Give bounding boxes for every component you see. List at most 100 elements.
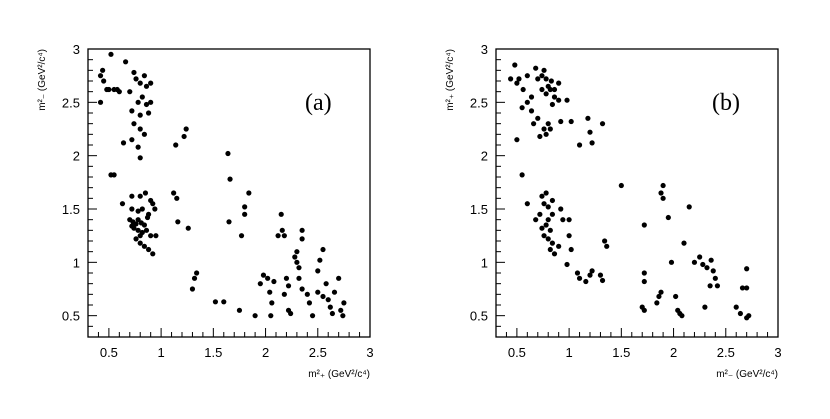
data-point	[323, 281, 329, 287]
data-point	[225, 150, 231, 157]
data-point	[142, 190, 149, 196]
data-point	[656, 293, 662, 300]
data-point	[707, 283, 713, 289]
data-point	[116, 89, 122, 95]
data-point	[576, 142, 583, 148]
data-point	[537, 211, 543, 217]
data-point	[602, 238, 608, 244]
data-point	[673, 293, 679, 300]
y-axis-label: m²₊ (GeV²/c⁴)	[445, 49, 456, 111]
data-point	[604, 243, 610, 249]
data-point	[543, 131, 549, 137]
data-point	[306, 300, 313, 306]
data-point	[576, 275, 583, 281]
data-point	[129, 137, 135, 143]
y-tick-label: 0.5	[470, 309, 488, 324]
data-point	[174, 195, 180, 201]
data-point	[535, 76, 541, 82]
data-point	[533, 217, 539, 223]
data-point	[679, 313, 685, 319]
data-point	[539, 193, 545, 199]
data-point	[127, 89, 133, 95]
data-point	[545, 121, 551, 127]
data-point	[129, 206, 135, 212]
data-point	[524, 73, 530, 79]
data-point	[710, 268, 716, 274]
data-point	[686, 204, 692, 210]
data-point	[733, 304, 739, 310]
data-point	[227, 176, 233, 182]
data-points	[97, 51, 347, 319]
data-point	[697, 254, 703, 260]
data-point	[327, 304, 333, 310]
data-point	[641, 278, 647, 285]
data-point	[143, 101, 150, 108]
data-point	[260, 272, 267, 278]
data-point	[514, 137, 520, 143]
data-point	[658, 190, 664, 196]
data-point	[185, 225, 191, 231]
data-point	[120, 140, 127, 146]
data-point	[568, 118, 574, 125]
data-point	[514, 80, 520, 86]
data-point	[191, 275, 198, 281]
data-point	[304, 291, 310, 297]
x-tick-label: 2.5	[717, 345, 735, 360]
data-point	[641, 307, 647, 313]
data-point	[668, 259, 675, 265]
data-point	[539, 73, 545, 79]
data-point	[252, 313, 258, 319]
y-tick-label: 2.5	[470, 95, 488, 110]
data-point	[183, 126, 189, 132]
data-point	[104, 86, 110, 93]
y-tick-label: 1.5	[62, 202, 80, 217]
data-point	[129, 223, 135, 229]
data-point	[681, 240, 687, 246]
data-point	[150, 201, 156, 207]
data-point	[551, 94, 558, 100]
data-point	[296, 275, 302, 281]
x-tick-label: 3	[366, 345, 373, 360]
data-point	[141, 131, 147, 137]
x-tick-label: 1	[157, 345, 164, 360]
data-point	[133, 76, 139, 82]
data-point	[294, 249, 300, 255]
data-point	[708, 257, 714, 263]
data-point	[242, 204, 248, 210]
data-point	[564, 97, 570, 103]
data-point	[543, 91, 549, 97]
data-point	[564, 261, 570, 268]
data-point	[549, 240, 556, 246]
x-tick-label: 2	[262, 345, 269, 360]
data-point	[265, 275, 271, 281]
data-point	[702, 304, 708, 310]
data-point	[288, 310, 294, 317]
data-point	[660, 182, 666, 189]
data-point	[512, 62, 518, 68]
y-tick-label: 0.5	[62, 309, 80, 324]
data-point	[145, 246, 152, 253]
data-point	[568, 246, 574, 253]
data-point	[267, 289, 273, 295]
data-point	[194, 270, 200, 276]
data-point	[714, 283, 721, 289]
data-point	[137, 193, 143, 199]
data-point	[97, 73, 104, 79]
data-point	[173, 142, 179, 148]
data-point	[541, 201, 547, 207]
data-point	[137, 112, 143, 118]
data-point	[271, 278, 277, 285]
data-point	[737, 310, 744, 317]
data-point	[131, 69, 137, 76]
data-point	[535, 115, 541, 121]
scatter-panel-b: (b) m²₋ (GeV²/c⁴) m²₊ (GeV²/c⁴) 0.5 1 1.5 2…	[445, 42, 782, 380]
data-point	[100, 67, 106, 73]
y-tick-label: 1.5	[470, 202, 488, 217]
data-point	[137, 233, 143, 239]
data-point	[541, 67, 547, 73]
data-point	[129, 108, 135, 114]
data-point	[309, 313, 316, 319]
data-point	[299, 227, 305, 233]
data-point	[296, 265, 302, 271]
data-point	[744, 285, 750, 291]
